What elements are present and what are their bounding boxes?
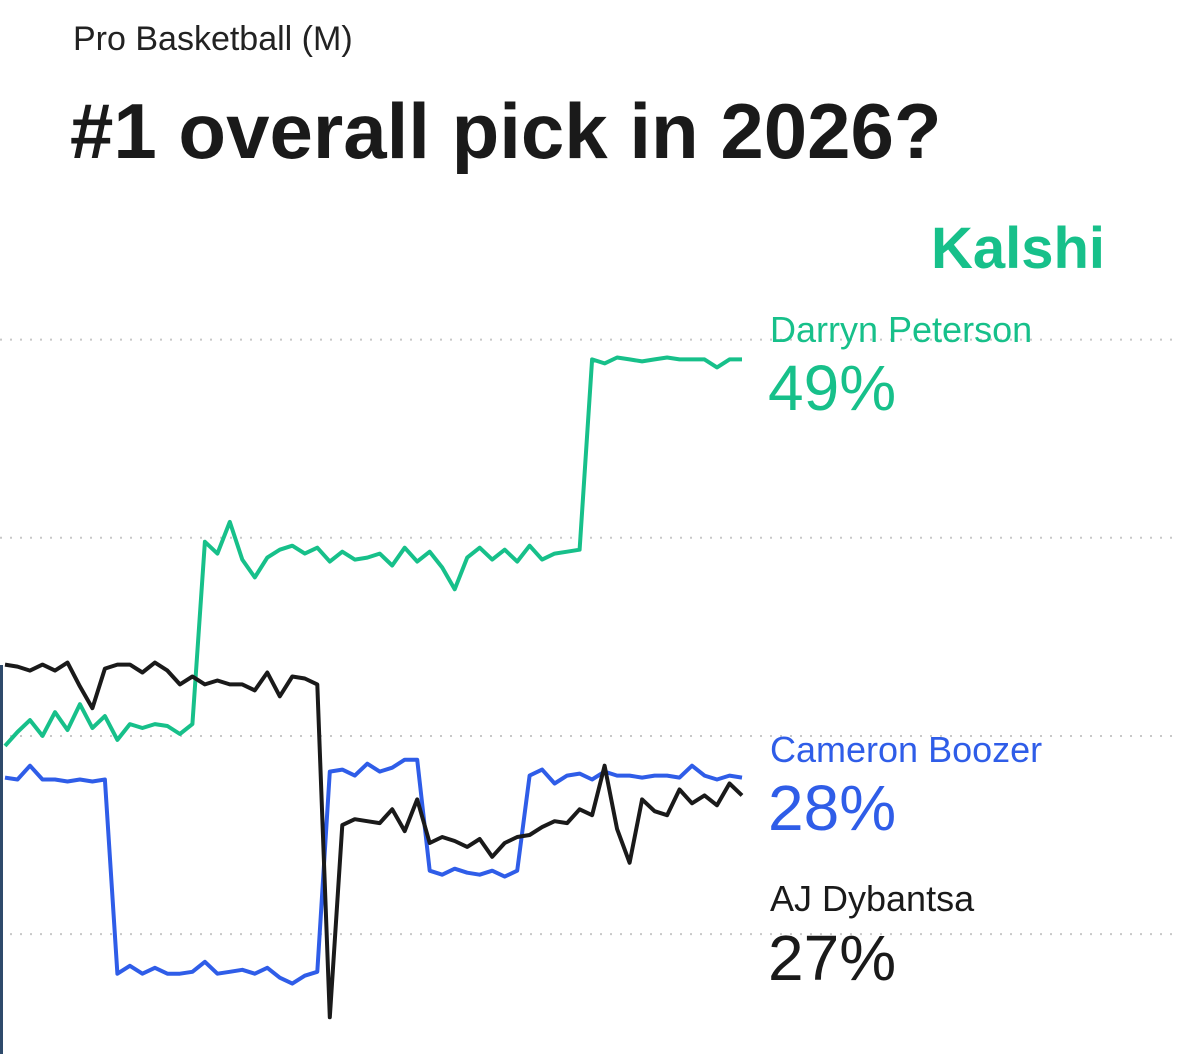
series-name: Darryn Peterson <box>770 309 1032 350</box>
series-value: 28% <box>768 772 896 844</box>
series-value: 27% <box>768 922 896 994</box>
title: #1 overall pick in 2026? <box>70 87 941 175</box>
series-name: Cameron Boozer <box>770 729 1042 770</box>
left-edge <box>0 665 3 1054</box>
series-line <box>3 355 742 748</box>
series-line <box>4 660 744 1020</box>
category: Pro Basketball (M) <box>73 20 353 58</box>
series-name: AJ Dybantsa <box>770 878 975 919</box>
series-line <box>4 757 743 986</box>
series-value: 49% <box>768 352 896 424</box>
brand: Kalshi <box>931 216 1105 281</box>
